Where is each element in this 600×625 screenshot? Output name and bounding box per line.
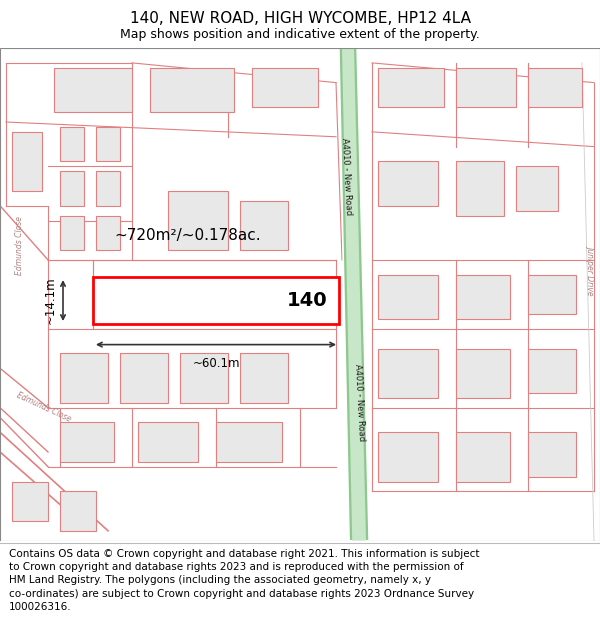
Bar (96, 127, 120, 161)
Text: Map shows position and indicative extent of the property.: Map shows position and indicative extent… (120, 28, 480, 41)
Bar (378, 161, 438, 206)
Bar (252, 68, 318, 108)
Text: A4010 - New Road: A4010 - New Road (340, 138, 353, 215)
Bar (150, 68, 234, 112)
Bar (378, 349, 438, 398)
Text: 140, NEW ROAD, HIGH WYCOMBE, HP12 4LA: 140, NEW ROAD, HIGH WYCOMBE, HP12 4LA (130, 11, 470, 26)
Bar (96, 216, 120, 250)
Bar (240, 201, 288, 250)
Text: Edmunds Close: Edmunds Close (15, 391, 72, 424)
Bar (516, 166, 558, 211)
Bar (120, 354, 168, 402)
Bar (528, 274, 576, 314)
Bar (60, 171, 84, 206)
Bar (93, 277, 339, 324)
Bar (60, 216, 84, 250)
Bar (168, 191, 228, 250)
Bar (216, 422, 282, 462)
Bar (528, 432, 576, 477)
Text: ~14.1m: ~14.1m (44, 277, 57, 324)
Bar (54, 68, 132, 112)
Bar (378, 274, 438, 319)
Bar (96, 171, 120, 206)
Text: Edmunds Close: Edmunds Close (15, 216, 24, 274)
Bar (60, 354, 108, 402)
Text: Juniper Drive: Juniper Drive (587, 245, 595, 294)
Bar (138, 422, 198, 462)
Bar (456, 432, 510, 481)
Bar (60, 491, 96, 531)
Bar (528, 68, 582, 108)
Bar (456, 161, 504, 216)
Text: Contains OS data © Crown copyright and database right 2021. This information is : Contains OS data © Crown copyright and d… (9, 549, 479, 612)
Bar (60, 422, 114, 462)
Bar (456, 274, 510, 319)
Bar (456, 68, 516, 108)
Bar (60, 127, 84, 161)
Bar (180, 354, 228, 402)
Bar (528, 349, 576, 393)
Text: ~60.1m: ~60.1m (192, 357, 240, 370)
Bar (174, 284, 204, 309)
Text: A4010 - New Road: A4010 - New Road (353, 364, 367, 441)
Bar (12, 132, 42, 191)
Bar (12, 481, 48, 521)
Polygon shape (342, 48, 366, 541)
Polygon shape (339, 48, 369, 541)
Text: 140: 140 (286, 291, 327, 310)
Bar (378, 432, 438, 481)
Bar (378, 68, 444, 108)
Bar (240, 354, 288, 402)
Bar (456, 349, 510, 398)
Text: ~720m²/~0.178ac.: ~720m²/~0.178ac. (114, 228, 260, 242)
